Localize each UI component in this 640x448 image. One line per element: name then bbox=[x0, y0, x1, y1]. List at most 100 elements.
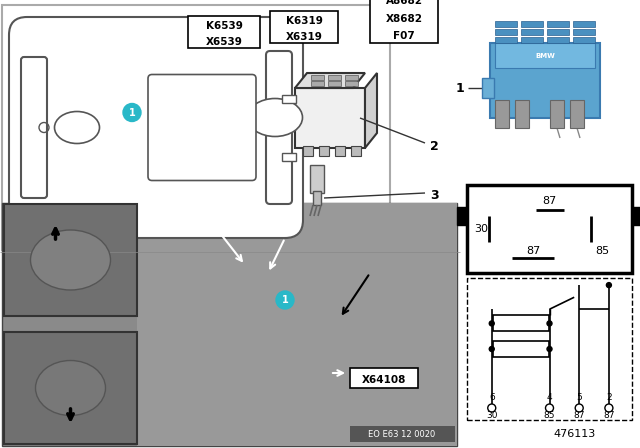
Bar bbox=[495, 37, 517, 43]
Text: BMW: BMW bbox=[535, 53, 555, 59]
Circle shape bbox=[547, 346, 552, 352]
Text: 87: 87 bbox=[573, 412, 585, 421]
Bar bbox=[4, 204, 137, 316]
Bar bbox=[570, 100, 584, 128]
Text: 30: 30 bbox=[474, 224, 488, 234]
Text: 87: 87 bbox=[603, 412, 614, 421]
Bar bbox=[495, 43, 595, 68]
Text: 6: 6 bbox=[489, 393, 495, 402]
Bar bbox=[550, 100, 564, 128]
FancyBboxPatch shape bbox=[21, 57, 47, 198]
Text: EO E63 12 0020: EO E63 12 0020 bbox=[369, 430, 436, 439]
Text: 1: 1 bbox=[282, 295, 289, 305]
Bar bbox=[521, 29, 543, 35]
Bar bbox=[345, 75, 358, 80]
Bar bbox=[270, 11, 338, 43]
Circle shape bbox=[489, 321, 494, 326]
Bar bbox=[295, 88, 365, 148]
Circle shape bbox=[545, 404, 554, 412]
Bar bbox=[351, 146, 361, 156]
Bar bbox=[2, 5, 390, 250]
Bar bbox=[573, 37, 595, 43]
Bar bbox=[4, 332, 137, 444]
Text: A8682: A8682 bbox=[385, 0, 422, 6]
Bar bbox=[490, 43, 600, 118]
Text: 2: 2 bbox=[430, 139, 439, 152]
Circle shape bbox=[605, 404, 613, 412]
Text: X6319: X6319 bbox=[285, 32, 323, 42]
Circle shape bbox=[575, 404, 583, 412]
Ellipse shape bbox=[31, 230, 111, 290]
Ellipse shape bbox=[248, 99, 303, 137]
Text: X64108: X64108 bbox=[362, 375, 406, 385]
Bar bbox=[350, 368, 418, 388]
Bar bbox=[319, 146, 329, 156]
Circle shape bbox=[547, 321, 552, 326]
Bar bbox=[282, 152, 296, 160]
Text: 476113: 476113 bbox=[554, 429, 596, 439]
Bar bbox=[457, 207, 467, 224]
Text: 30: 30 bbox=[486, 412, 497, 421]
Circle shape bbox=[276, 291, 294, 309]
Bar bbox=[137, 203, 457, 446]
Bar bbox=[632, 207, 640, 224]
Text: 87: 87 bbox=[542, 196, 557, 206]
Circle shape bbox=[488, 404, 496, 412]
Circle shape bbox=[489, 346, 494, 352]
Bar bbox=[495, 100, 509, 128]
Bar bbox=[493, 341, 548, 357]
Text: 4: 4 bbox=[547, 393, 552, 402]
Text: X8682: X8682 bbox=[385, 14, 422, 24]
Bar bbox=[467, 185, 632, 273]
Polygon shape bbox=[295, 73, 365, 88]
Bar bbox=[303, 146, 313, 156]
FancyBboxPatch shape bbox=[9, 17, 303, 238]
Polygon shape bbox=[365, 73, 377, 148]
FancyBboxPatch shape bbox=[148, 74, 256, 181]
Text: 85: 85 bbox=[544, 412, 556, 421]
Bar bbox=[282, 95, 296, 103]
Text: 1: 1 bbox=[455, 82, 464, 95]
Bar bbox=[370, 0, 438, 43]
Bar bbox=[547, 29, 569, 35]
Bar bbox=[328, 81, 341, 86]
Bar bbox=[311, 75, 324, 80]
FancyBboxPatch shape bbox=[266, 51, 292, 204]
Bar bbox=[521, 37, 543, 43]
Bar bbox=[350, 426, 455, 442]
Bar bbox=[573, 21, 595, 27]
Bar bbox=[547, 37, 569, 43]
Text: 3: 3 bbox=[430, 189, 438, 202]
Ellipse shape bbox=[35, 361, 106, 415]
Bar bbox=[2, 203, 457, 446]
Text: X6539: X6539 bbox=[205, 37, 243, 47]
Bar bbox=[493, 315, 548, 332]
Bar bbox=[188, 16, 260, 48]
Bar bbox=[515, 100, 529, 128]
Text: 85: 85 bbox=[595, 246, 609, 256]
Bar bbox=[482, 78, 494, 98]
Ellipse shape bbox=[54, 112, 99, 143]
Bar bbox=[467, 278, 632, 420]
Text: 1: 1 bbox=[129, 108, 136, 117]
Bar bbox=[345, 81, 358, 86]
Text: 2: 2 bbox=[606, 393, 612, 402]
Bar bbox=[310, 165, 324, 193]
Bar bbox=[573, 29, 595, 35]
Bar bbox=[311, 81, 324, 86]
Circle shape bbox=[607, 283, 611, 288]
Circle shape bbox=[123, 103, 141, 121]
Bar bbox=[335, 146, 345, 156]
Bar bbox=[495, 21, 517, 27]
Bar bbox=[313, 191, 321, 205]
Text: F07: F07 bbox=[393, 31, 415, 41]
Bar bbox=[283, 96, 295, 108]
Text: 87: 87 bbox=[526, 246, 540, 256]
Text: K6319: K6319 bbox=[285, 16, 323, 26]
Bar bbox=[521, 21, 543, 27]
Bar bbox=[495, 29, 517, 35]
Bar bbox=[547, 21, 569, 27]
Bar bbox=[328, 75, 341, 80]
Text: 5: 5 bbox=[577, 393, 582, 402]
Text: K6539: K6539 bbox=[205, 21, 243, 30]
